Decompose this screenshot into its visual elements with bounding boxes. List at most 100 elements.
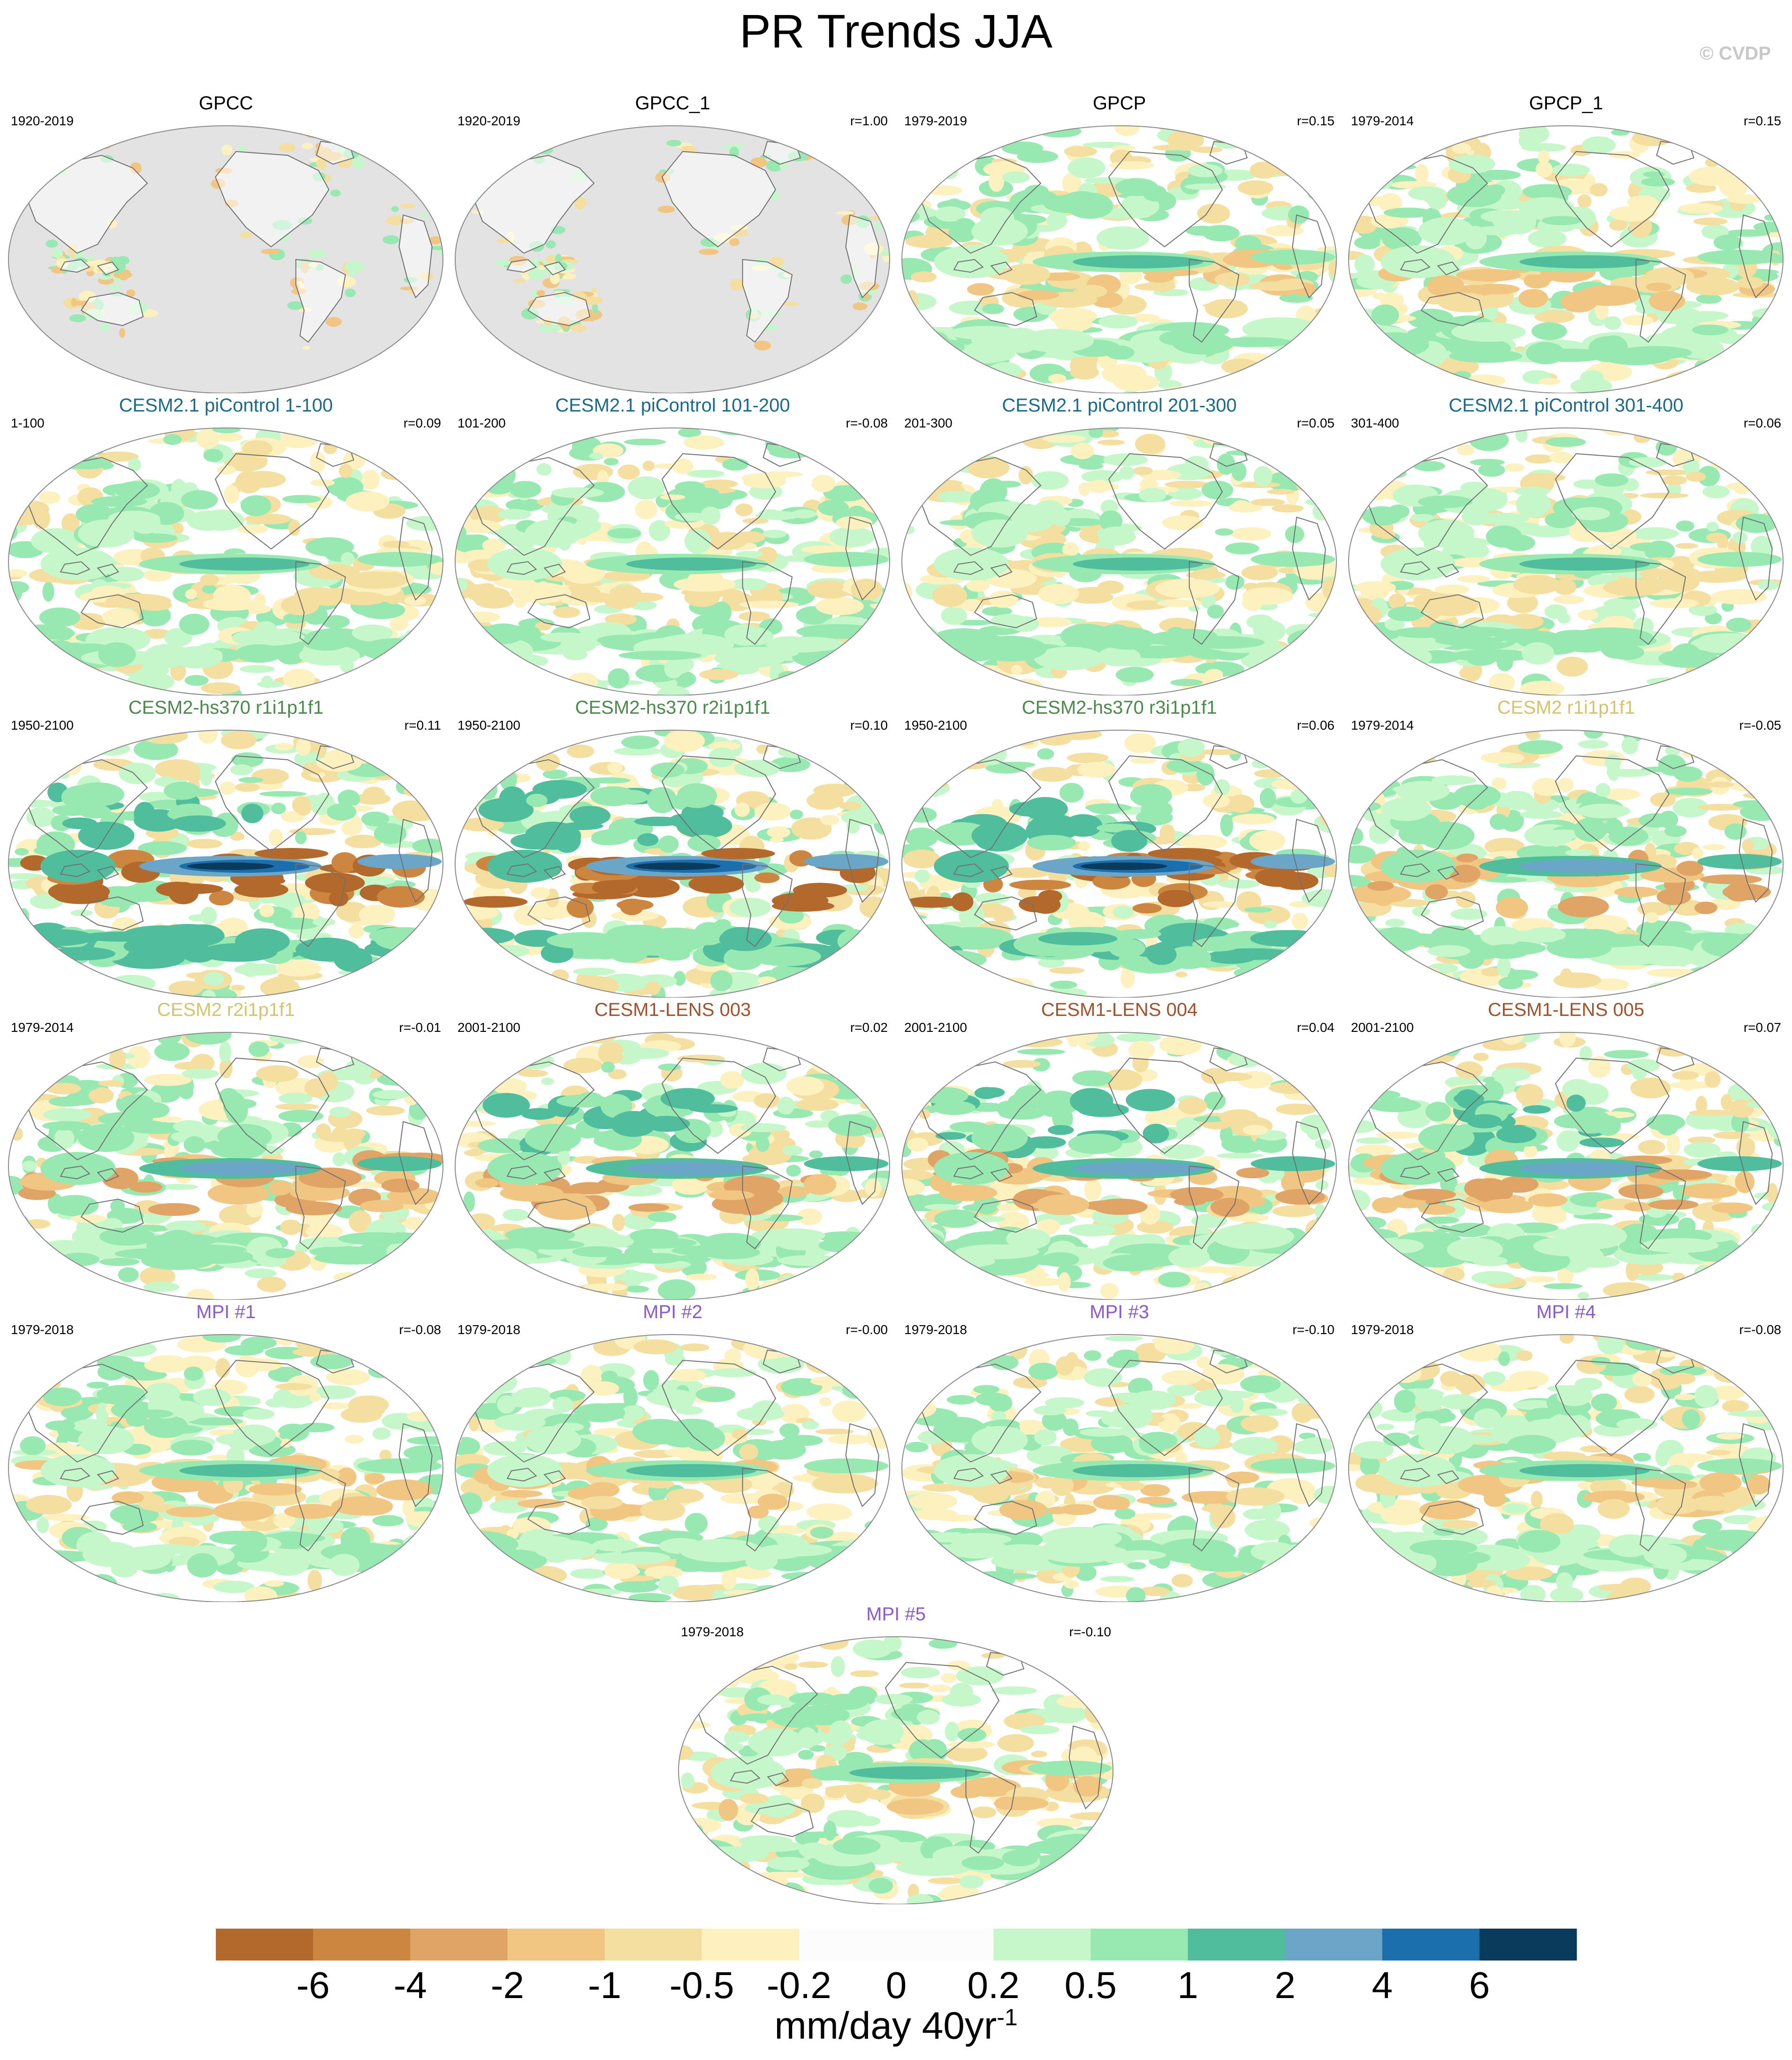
trend-contour xyxy=(844,1132,865,1148)
trend-contour xyxy=(776,637,845,652)
trend-contour xyxy=(1295,447,1311,459)
trend-contour xyxy=(487,653,516,664)
panel-correlation: r=0.06 xyxy=(1743,416,1781,430)
trend-contour xyxy=(99,1228,155,1246)
trend-contour xyxy=(862,934,890,951)
trend-contour xyxy=(338,1232,413,1245)
trend-contour xyxy=(731,578,768,590)
trend-contour xyxy=(1148,848,1222,859)
trend-contour xyxy=(1049,967,1085,974)
trend-contour xyxy=(426,619,443,634)
trend-contour xyxy=(329,1106,352,1118)
panel-correlation: r=0.05 xyxy=(1296,416,1334,430)
trend-contour xyxy=(413,1287,442,1295)
trend-contour xyxy=(1645,469,1692,476)
coastline xyxy=(80,292,144,326)
trend-contour xyxy=(1433,368,1456,386)
trend-contour xyxy=(397,450,420,470)
trend-contour xyxy=(1220,1125,1233,1144)
trend-contour xyxy=(1650,598,1700,609)
coastline xyxy=(214,755,330,852)
coastline xyxy=(80,896,144,931)
coastline xyxy=(1420,594,1484,628)
trend-contour xyxy=(8,523,18,541)
trend-contour xyxy=(1319,663,1336,685)
trend-contour xyxy=(923,1047,954,1062)
trend-contour xyxy=(1645,267,1694,287)
trend-contour xyxy=(868,683,890,693)
trend-contour xyxy=(1106,345,1135,360)
trend-contour xyxy=(1322,578,1336,600)
trend-contour xyxy=(1729,734,1742,745)
trend-contour xyxy=(8,1262,44,1270)
trend-contour xyxy=(1645,912,1659,923)
trend-contour xyxy=(1676,520,1694,532)
trend-contour xyxy=(1609,220,1628,231)
trend-contour xyxy=(1663,428,1704,438)
trend-contour xyxy=(1516,491,1551,518)
trend-contour xyxy=(710,970,733,992)
trend-contour xyxy=(1756,647,1783,656)
trend-contour xyxy=(558,1195,595,1218)
trend-contour xyxy=(411,944,434,965)
trend-contour xyxy=(360,638,428,661)
trend-contour xyxy=(1225,574,1245,590)
trend-contour xyxy=(1423,367,1443,383)
trend-contour xyxy=(391,966,419,987)
trend-contour xyxy=(1719,176,1748,198)
trend-contour xyxy=(1594,473,1629,487)
trend-contour xyxy=(1253,735,1275,756)
coastline xyxy=(398,818,433,903)
trend-contour xyxy=(1098,627,1157,650)
trend-contour xyxy=(1088,803,1123,815)
trend-contour xyxy=(457,441,492,448)
coastline xyxy=(1108,453,1223,550)
trend-contour xyxy=(8,638,36,653)
trend-contour xyxy=(455,752,481,768)
trend-contour xyxy=(341,552,355,566)
trend-contour xyxy=(148,1032,172,1039)
trend-contour xyxy=(1518,133,1536,149)
trend-contour xyxy=(952,431,968,437)
coastline xyxy=(543,866,566,880)
map-panel: CESM2.1 piControl 201-300 201-300 r=0.05 xyxy=(896,395,1343,695)
trend-contour xyxy=(1501,791,1534,810)
map-plot xyxy=(455,125,890,393)
trend-contour xyxy=(778,1255,845,1266)
trend-field xyxy=(455,428,890,695)
trend-contour xyxy=(312,918,336,926)
trend-contour xyxy=(1752,308,1783,319)
trend-contour xyxy=(1099,510,1122,531)
trend-contour xyxy=(1222,921,1239,928)
trend-contour xyxy=(1770,939,1783,960)
trend-contour xyxy=(551,487,604,498)
map-plot xyxy=(1348,730,1784,998)
trend-contour xyxy=(1184,456,1209,472)
trend-contour xyxy=(1186,571,1226,580)
trend-contour xyxy=(383,1282,396,1297)
trend-contour xyxy=(601,1094,633,1118)
trend-contour xyxy=(457,1042,482,1054)
trend-contour xyxy=(302,1032,327,1042)
trend-contour xyxy=(487,548,563,580)
coastline xyxy=(97,564,119,578)
trend-contour xyxy=(860,1065,888,1079)
trend-contour xyxy=(1281,1036,1323,1044)
trend-contour xyxy=(89,1087,114,1104)
trend-contour xyxy=(503,1209,529,1221)
trend-contour xyxy=(1069,591,1113,604)
trend-contour xyxy=(1427,192,1447,210)
trend-contour xyxy=(1135,434,1166,454)
trend-contour xyxy=(627,476,665,500)
trend-contour xyxy=(1538,150,1550,164)
trend-contour xyxy=(1303,930,1328,943)
trend-contour xyxy=(783,302,800,306)
coastline xyxy=(1420,896,1484,931)
trend-contour xyxy=(118,1267,139,1282)
trend-contour xyxy=(1387,606,1424,622)
trend-contour xyxy=(1489,813,1509,830)
trend-contour xyxy=(426,451,443,458)
trend-contour xyxy=(905,235,953,248)
trend-contour xyxy=(906,939,920,953)
trend-contour xyxy=(905,827,938,847)
